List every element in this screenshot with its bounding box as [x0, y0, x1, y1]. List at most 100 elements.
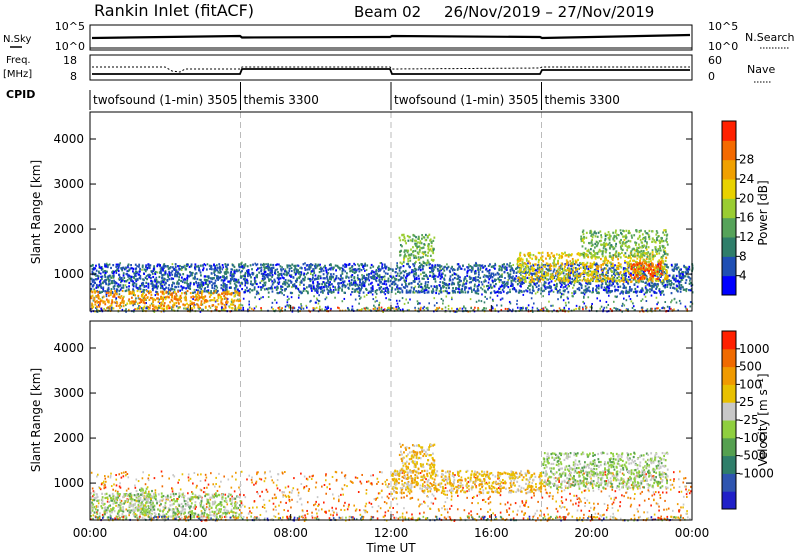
- range-gate-cell: [293, 264, 296, 268]
- range-gate-cell: [474, 280, 477, 283]
- range-gate-cell: [158, 263, 160, 266]
- range-gate-cell: [195, 296, 198, 299]
- range-gate-cell: [180, 269, 183, 272]
- range-gate-cell: [241, 282, 244, 285]
- range-gate-cell: [231, 292, 233, 295]
- range-gate-cell: [574, 277, 577, 280]
- range-gate-cell: [375, 270, 377, 273]
- range-gate-cell: [474, 291, 477, 294]
- range-gate-cell: [547, 269, 550, 272]
- range-gate-cell: [579, 252, 582, 255]
- range-gate-cell: [99, 300, 102, 303]
- range-gate-cell: [141, 264, 144, 267]
- range-gate-cell: [271, 283, 274, 286]
- range-gate-cell: [224, 272, 226, 275]
- range-gate-cell: [225, 275, 228, 278]
- range-gate-cell: [584, 305, 587, 308]
- range-gate-cell: [515, 290, 517, 293]
- range-gate-cell: [559, 308, 562, 311]
- range-gate-cell: [90, 297, 93, 300]
- range-gate-cell: [244, 289, 247, 292]
- range-gate-cell: [604, 255, 607, 258]
- range-gate-cell: [498, 291, 500, 294]
- range-gate-cell: [298, 276, 301, 280]
- range-gate-cell: [486, 275, 489, 278]
- range-gate-cell: [621, 273, 624, 277]
- range-gate-cell: [661, 280, 664, 283]
- range-gate-cell: [433, 285, 436, 288]
- range-gate-cell: [255, 305, 258, 308]
- range-gate-cell: [457, 263, 460, 266]
- range-gate-cell: [562, 293, 565, 296]
- range-gate-cell: [661, 266, 664, 269]
- range-gate-cell: [318, 270, 321, 274]
- range-gate-cell: [141, 266, 144, 269]
- range-gate-cell: [216, 264, 218, 267]
- range-gate-cell: [256, 263, 259, 266]
- range-gate-cell: [223, 303, 226, 307]
- range-gate-cell: [416, 291, 419, 294]
- range-gate-cell: [220, 266, 222, 269]
- range-gate-cell: [251, 268, 253, 271]
- range-gate-cell: [305, 290, 308, 293]
- range-gate-cell: [115, 291, 118, 294]
- range-gate-cell: [667, 266, 670, 269]
- range-gate-cell: [417, 285, 420, 289]
- range-gate-cell: [94, 274, 97, 277]
- range-gate-cell: [449, 275, 452, 278]
- range-gate-cell: [354, 268, 357, 271]
- range-gate-cell: [394, 292, 397, 295]
- range-gate-cell: [91, 263, 94, 267]
- range-gate-cell: [456, 268, 459, 271]
- range-gate-cell: [240, 275, 242, 278]
- range-gate-cell: [214, 305, 217, 308]
- range-gate-cell: [619, 256, 622, 259]
- range-gate-cell: [213, 282, 216, 285]
- range-gate-cell: [171, 294, 173, 298]
- range-gate-cell: [123, 295, 125, 298]
- range-gate-cell: [156, 281, 159, 284]
- range-gate-cell: [406, 251, 409, 254]
- range-gate-cell: [660, 267, 663, 271]
- range-gate-cell: [238, 303, 241, 307]
- range-gate-cell: [660, 264, 663, 268]
- range-gate-cell: [324, 264, 326, 267]
- range-gate-cell: [642, 258, 645, 261]
- range-gate-cell: [401, 308, 404, 311]
- range-gate-cell: [560, 292, 563, 295]
- range-gate-cell: [602, 262, 604, 266]
- range-gate-cell: [548, 300, 550, 303]
- range-gate-cell: [284, 305, 287, 308]
- range-gate-cell: [616, 271, 619, 274]
- range-gate-cell: [582, 291, 585, 295]
- range-gate-cell: [384, 287, 387, 290]
- range-gate-cell: [255, 263, 258, 267]
- range-gate-cell: [634, 271, 637, 274]
- range-gate-cell: [306, 290, 309, 293]
- range-gate-cell: [245, 269, 248, 273]
- range-gate-cell: [136, 289, 139, 293]
- range-gate-cell: [325, 296, 328, 299]
- range-gate-cell: [664, 285, 666, 288]
- range-gate-cell: [684, 305, 687, 308]
- range-gate-cell: [279, 273, 282, 276]
- range-gate-cell: [125, 272, 128, 276]
- range-gate-cell: [384, 289, 387, 293]
- range-gate-cell: [261, 264, 264, 267]
- range-gate-cell: [231, 303, 234, 306]
- range-gate-cell: [174, 274, 177, 277]
- range-gate-cell: [518, 267, 521, 270]
- range-gate-cell: [97, 277, 100, 280]
- range-gate-cell: [197, 281, 200, 285]
- range-gate-cell: [574, 271, 576, 274]
- range-gate-cell: [480, 281, 483, 284]
- range-gate-cell: [362, 267, 365, 270]
- range-gate-cell: [607, 259, 610, 263]
- range-gate-cell: [286, 266, 289, 269]
- range-gate-cell: [650, 294, 653, 297]
- range-gate-cell: [129, 292, 131, 295]
- range-gate-cell: [160, 266, 163, 269]
- range-gate-cell: [418, 250, 421, 253]
- range-gate-cell: [323, 282, 326, 285]
- range-gate-cell: [194, 273, 196, 276]
